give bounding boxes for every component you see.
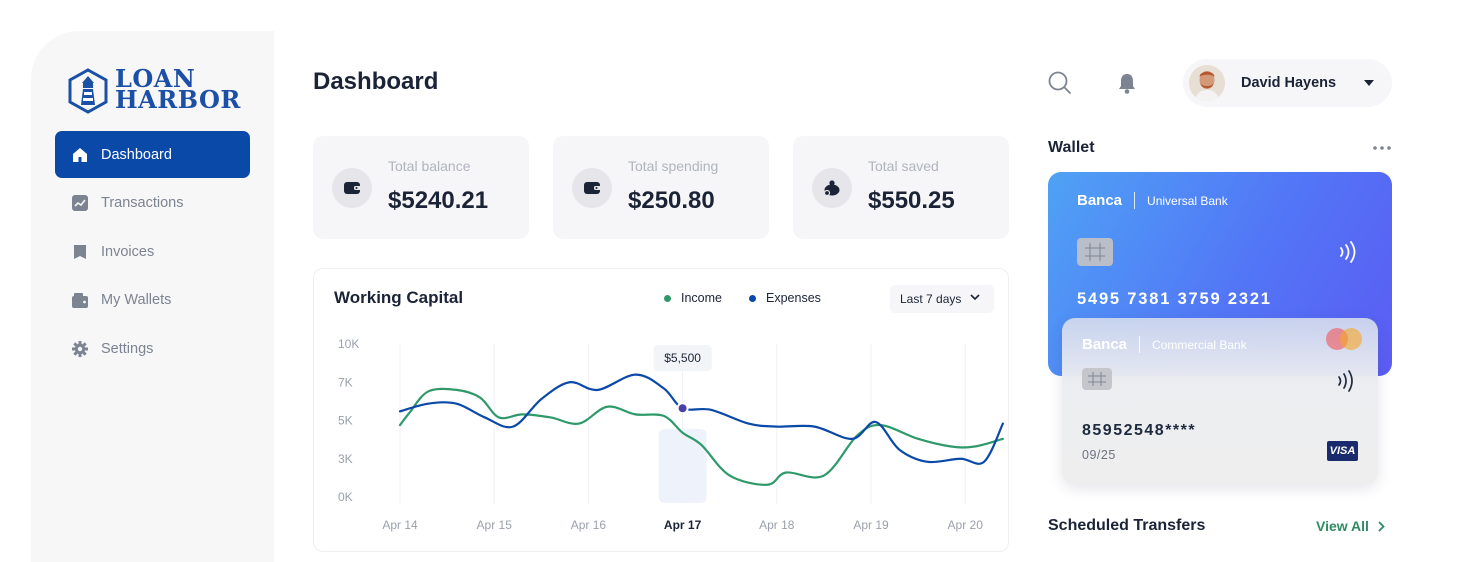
stat-value: $250.80 [628,187,715,214]
sidebar-nav: Dashboard Transactions Invoices My Walle… [55,131,250,374]
stat-value: $5240.21 [388,187,489,214]
y-tick-label: 3K [338,452,353,466]
working-capital-card: 10K 7K 5K 3K 0K Apr 14 Apr 15 Apr 16 Apr 17 Apr 1… [313,268,1009,552]
x-tick-label: Apr 16 [571,518,607,532]
working-capital-chart: 10K 7K 5K 3K 0K Apr 14 Apr 15 Apr 16 Apr 17 Apr 1… [338,337,1004,532]
sidebar-item-settings[interactable]: Settings [55,325,250,372]
stat-label: Total balance [388,158,471,174]
x-tick-label: Apr 20 [948,518,984,532]
stat-card-total-spending: Total spending $250.80 [553,136,769,239]
card-brand: Banca [1077,192,1123,209]
logo-wordmark: LOAN HARBOR [115,64,241,114]
x-tick-label: Apr 15 [477,518,513,532]
stat-card-total-balance: Total balance $5240.21 [313,136,529,239]
chart-legend: Income Expenses [664,291,848,305]
contactless-icon [1338,370,1353,392]
caret-down-icon [1364,80,1374,86]
date-range-select[interactable]: Last 7 days [890,285,994,313]
savings-icon [812,168,852,208]
sidebar-item-dashboard[interactable]: Dashboard [55,131,250,178]
view-all-label: View All [1316,518,1369,534]
x-tick-label: Apr 17 [664,518,702,532]
card-expiry: 09/25 [1082,448,1116,462]
mastercard-icon [1326,328,1362,350]
user-name: David Hayens [1241,75,1337,91]
sidebar: LOAN HARBOR Dashboard Transactions [31,31,274,562]
legend-dot [664,294,671,302]
chip-icon [1077,238,1113,266]
avatar [1189,65,1225,101]
sidebar-item-label: Transactions [101,195,184,212]
chip-icon [1082,368,1112,390]
series-line-expenses [398,373,1004,465]
legend-label: Expenses [766,291,821,305]
search-icon[interactable] [1047,70,1073,96]
gear-icon [71,340,88,357]
logo-line-1: LOAN [115,64,196,93]
visa-logo: VISA [1327,441,1358,461]
bank-card-commercial[interactable]: Banca Commercial Bank 85952548**** 09/25… [1062,318,1378,485]
x-tick-label: Apr 19 [853,518,889,532]
card-brand: Banca [1082,336,1128,353]
sidebar-item-label: My Wallets [101,292,172,309]
stat-label: Total saved [868,158,939,174]
view-all-link[interactable]: View All [1316,518,1385,534]
divider [1139,336,1141,353]
user-menu[interactable]: David Hayens [1183,59,1392,107]
wallet-icon [71,292,88,309]
chevron-right-icon [1378,520,1385,532]
sidebar-item-label: Dashboard [101,146,172,163]
series-line-income [398,387,1004,486]
date-range-value: Last 7 days [900,292,962,306]
wallet-title: Wallet [1048,139,1095,156]
stat-label: Total spending [628,158,719,174]
highlight-band [658,429,707,503]
x-tick-label: Apr 14 [382,518,418,532]
logo[interactable]: LOAN HARBOR [67,64,243,114]
legend-label: Income [681,291,722,305]
y-tick-label: 0K [338,490,353,504]
home-icon [71,146,88,163]
card-bank-header: Banca Commercial Bank [1082,336,1247,353]
page-title: Dashboard [313,68,439,95]
y-tick-label: 5K [338,414,353,428]
y-tick-label: 10K [338,337,359,351]
sidebar-item-invoices[interactable]: Invoices [55,228,250,275]
card-number: 85952548**** [1082,422,1197,439]
contactless-icon [1340,241,1356,263]
divider [1134,192,1136,209]
sidebar-item-my-wallets[interactable]: My Wallets [55,277,250,324]
logo-line-2: HARBOR [115,85,241,114]
y-tick-label: 7K [338,375,353,389]
card-bank-name: Universal Bank [1147,193,1228,208]
card-bank-name: Commercial Bank [1152,337,1247,352]
trend-icon [71,195,88,212]
tooltip-label: $5,500 [664,351,701,365]
wallet-icon [332,168,372,208]
legend-dot [749,294,756,302]
more-icon[interactable] [1372,140,1392,156]
bell-icon[interactable] [1116,71,1138,95]
stat-card-total-saved: Total saved $550.25 [793,136,1009,239]
legend-income: Income [664,291,722,305]
invoice-icon [71,243,88,260]
scheduled-transfers-title: Scheduled Transfers [1048,517,1206,534]
wallet-icon [572,168,612,208]
highlight-point [676,402,689,415]
x-tick-label: Apr 18 [759,518,795,532]
sidebar-item-label: Invoices [101,243,155,260]
legend-expenses: Expenses [749,291,821,305]
lighthouse-icon [68,68,108,114]
stat-value: $550.25 [868,187,955,214]
chart-title: Working Capital [334,288,464,307]
sidebar-item-label: Settings [101,340,154,357]
card-bank-header: Banca Universal Bank [1077,192,1228,209]
card-number: 5495 7381 3759 2321 [1077,290,1272,308]
sidebar-item-transactions[interactable]: Transactions [55,180,250,227]
tooltip-box [653,345,712,371]
chevron-down-icon [970,294,980,301]
